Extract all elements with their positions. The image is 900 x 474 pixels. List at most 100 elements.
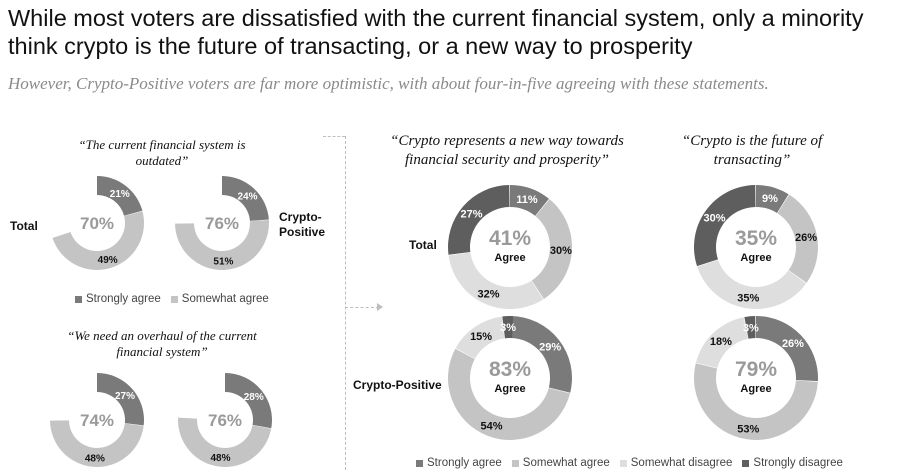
slice-label: 3% xyxy=(500,322,516,334)
slice-somewhat-agree xyxy=(175,220,269,271)
donut-overhaul-total: 27% 48% 74% xyxy=(48,371,146,474)
slice-label: 24% xyxy=(237,192,257,203)
slice-somewhat-agree xyxy=(448,348,571,440)
legend-label: Somewhat disagree xyxy=(630,457,733,469)
slice-label: 48% xyxy=(85,453,105,464)
question-overhaul: “We need an overhaul of the current fina… xyxy=(67,328,257,359)
slice-label: 51% xyxy=(213,256,233,267)
slice-strongly-agree xyxy=(510,185,549,216)
legend-label: Strongly agree xyxy=(86,293,161,305)
divider-vertical xyxy=(345,136,346,470)
legend-label: Strongly agree xyxy=(427,457,502,469)
slice-strongly-agree xyxy=(510,316,572,393)
donut-svg: 11% 30% 32% 27% 41% Agree xyxy=(448,185,572,309)
slice-somewhat-disagree xyxy=(697,259,807,309)
donut-outdated-crypto: 24% 51% 76% xyxy=(173,174,271,277)
donut-svg: 29% 54% 15% 3% 83% Agree xyxy=(448,316,572,440)
donut-svg: 27% 48% 74% xyxy=(50,373,144,468)
donut-svg: 28% 48% 76% xyxy=(178,373,272,467)
legend-somewhat-agree: Somewhat agree xyxy=(511,457,610,469)
slice-label: 32% xyxy=(478,288,500,300)
slice-label: 30% xyxy=(550,245,572,257)
donut-svg: 9% 26% 35% 30% 35% Agree xyxy=(694,185,818,309)
agree-caption: Agree xyxy=(494,252,525,264)
legend-label: Strongly disagree xyxy=(753,457,843,469)
label-total-right: Total xyxy=(409,238,437,252)
slice-strongly-disagree xyxy=(502,316,514,339)
slice-label: 9% xyxy=(762,193,778,205)
slice-somewhat-agree xyxy=(50,420,144,468)
slice-label: 26% xyxy=(782,338,804,350)
slice-strongly-disagree xyxy=(694,185,756,267)
donut-svg: 21% 49% 70% xyxy=(52,176,144,270)
slice-strongly-agree xyxy=(97,176,143,216)
slice-label: 3% xyxy=(743,322,759,334)
legend-strongly-agree: Strongly agree xyxy=(416,457,502,469)
total-agree-value: 35% xyxy=(735,227,777,250)
slice-label: 15% xyxy=(470,331,492,343)
slice-label: 21% xyxy=(110,189,130,200)
swatch-strongly-agree xyxy=(75,295,82,303)
total-agree-value: 70% xyxy=(80,214,114,233)
slice-label: 18% xyxy=(710,336,732,348)
slice-label: 11% xyxy=(516,194,538,206)
donut-overhaul-crypto: 28% 48% 76% xyxy=(176,371,274,474)
total-agree-value: 74% xyxy=(80,411,114,430)
slice-label: 49% xyxy=(98,255,118,266)
slice-strongly-disagree xyxy=(448,185,510,255)
swatch-strongly-agree xyxy=(416,459,423,467)
subtitle: However, Crypto-Positive voters are far … xyxy=(8,74,769,93)
slice-somewhat-agree xyxy=(531,199,572,299)
legend-somewhat-disagree: Somewhat disagree xyxy=(619,457,733,469)
donut-svg: 24% 51% 76% xyxy=(175,176,269,271)
label-crypto-right: Crypto-Positive xyxy=(353,378,442,392)
donut-future-crypto: 26% 53% 18% 3% 79% Agree xyxy=(692,314,820,447)
swatch-somewhat-agree xyxy=(511,459,519,467)
slice-somewhat-disagree xyxy=(695,317,749,369)
swatch-somewhat-agree xyxy=(170,295,178,303)
legend-left: Strongly agree Somewhat agree xyxy=(75,293,269,305)
slice-strongly-agree xyxy=(756,185,789,213)
slice-label: 53% xyxy=(737,423,759,435)
slice-label: 28% xyxy=(244,392,264,403)
legend-somewhat-agree: Somewhat agree xyxy=(170,293,269,305)
question-future: “Crypto is the future of transacting” xyxy=(681,133,823,168)
divider-arrow xyxy=(345,307,379,308)
agree-caption: Agree xyxy=(740,383,771,395)
total-agree-value: 79% xyxy=(735,358,777,381)
question-prosperity: “Crypto represents a new way towards fin… xyxy=(390,133,624,168)
slice-label: 27% xyxy=(115,391,135,402)
slice-somewhat-agree xyxy=(178,417,272,467)
slice-strongly-agree xyxy=(97,373,144,426)
question-outdated: “The current financial system is outdate… xyxy=(78,137,246,168)
slice-strongly-agree xyxy=(222,176,269,221)
donut-future-total: 9% 26% 35% 30% 35% Agree xyxy=(692,183,820,316)
legend-strongly-disagree: Strongly disagree xyxy=(742,457,843,469)
legend-strongly-agree: Strongly agree xyxy=(75,293,161,305)
legend-label: Somewhat agree xyxy=(522,457,610,469)
slice-label: 30% xyxy=(704,212,726,224)
slice-label: 48% xyxy=(211,453,231,464)
label-total-left: Total xyxy=(10,219,38,233)
agree-caption: Agree xyxy=(494,383,525,395)
donut-prosperity-total: 11% 30% 32% 27% 41% Agree xyxy=(446,183,574,316)
label-crypto-left: Crypto-Positive xyxy=(279,210,326,239)
slice-somewhat-disagree xyxy=(455,316,505,359)
slice-label: 27% xyxy=(461,209,483,221)
slice-strongly-agree xyxy=(225,373,272,429)
divider-top xyxy=(323,136,345,137)
total-agree-value: 76% xyxy=(205,214,239,233)
slice-label: 26% xyxy=(795,232,817,244)
total-agree-value: 76% xyxy=(208,411,242,430)
slice-strongly-disagree xyxy=(744,316,756,339)
slice-label: 35% xyxy=(737,292,759,304)
agree-caption: Agree xyxy=(740,252,771,264)
slice-label: 54% xyxy=(480,421,502,433)
slice-somewhat-agree xyxy=(694,363,818,441)
headline: While most voters are dissatisfied with … xyxy=(8,5,864,59)
slice-strongly-agree xyxy=(756,316,818,382)
donut-prosperity-crypto: 29% 54% 15% 3% 83% Agree xyxy=(446,314,574,447)
slice-somewhat-agree xyxy=(52,211,144,270)
slice-somewhat-disagree xyxy=(448,252,544,309)
swatch-somewhat-disagree xyxy=(619,459,627,467)
